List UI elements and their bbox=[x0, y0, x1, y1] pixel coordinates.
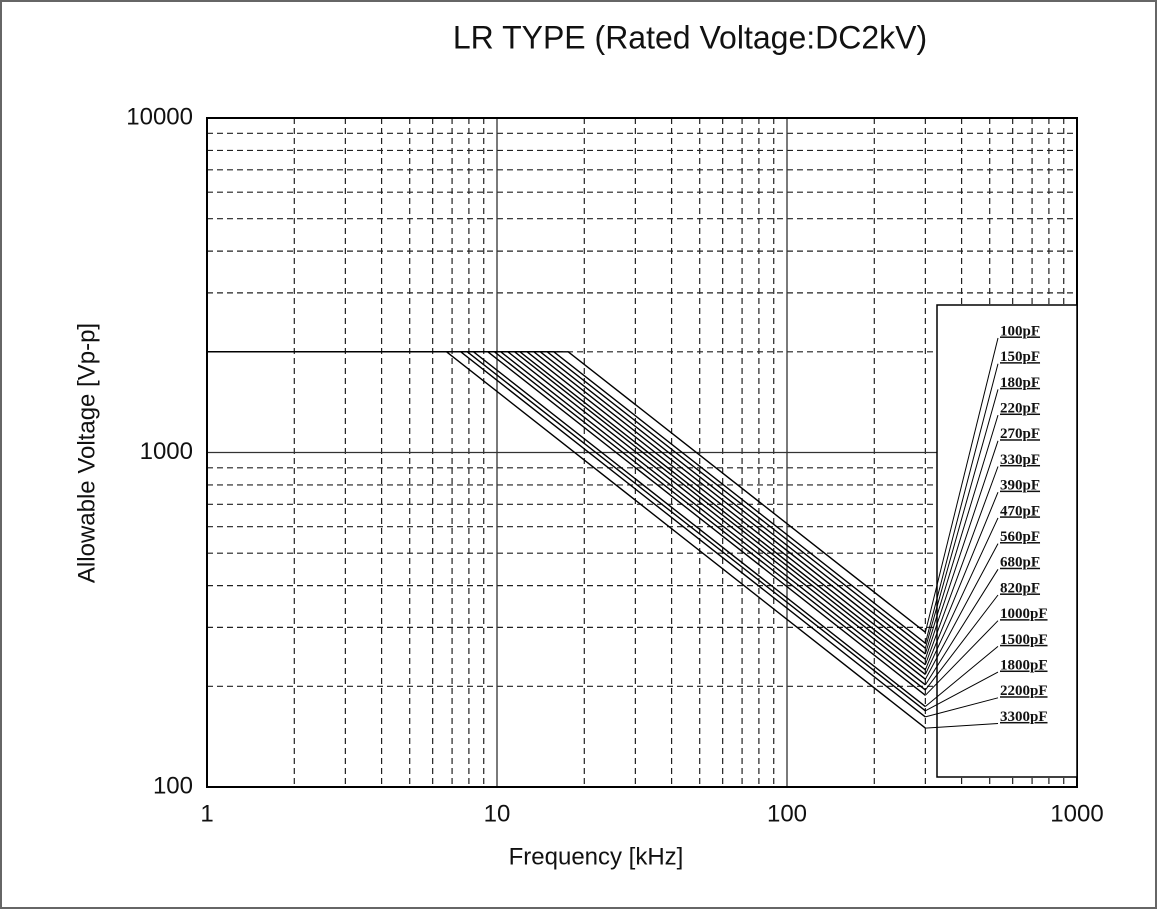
legend-label: 820pF bbox=[1000, 580, 1040, 596]
x-axis-label: Frequency [kHz] bbox=[509, 843, 684, 870]
legend-leader bbox=[924, 414, 999, 655]
legend-leader bbox=[924, 466, 999, 665]
legend-leader bbox=[924, 569, 999, 686]
y-tick-label: 100 bbox=[153, 772, 193, 799]
legend-label: 2200pF bbox=[1000, 683, 1048, 699]
legend-leader bbox=[925, 671, 999, 712]
legend-leader bbox=[924, 363, 999, 644]
legend-label: 1000pF bbox=[1000, 606, 1048, 622]
legend-leader bbox=[924, 337, 999, 633]
legend-label: 180pF bbox=[1000, 375, 1040, 391]
legend-label: 1500pF bbox=[1000, 632, 1048, 648]
legend-label: 330pF bbox=[1000, 452, 1040, 468]
legend-label: 220pF bbox=[1000, 401, 1040, 417]
legend-leader bbox=[924, 517, 999, 675]
x-tick-label: 10 bbox=[484, 800, 511, 827]
legend-box bbox=[936, 304, 1078, 778]
chart-title: LR TYPE (Rated Voltage:DC2kV) bbox=[453, 19, 927, 55]
x-tick-label: 100 bbox=[767, 800, 807, 827]
legend-leader bbox=[925, 697, 999, 718]
legend-label: 150pF bbox=[1000, 349, 1040, 365]
y-tick-label: 10000 bbox=[126, 103, 193, 130]
legend-label: 270pF bbox=[1000, 426, 1040, 442]
legend-leader bbox=[925, 646, 999, 707]
legend-label: 470pF bbox=[1000, 503, 1040, 519]
legend-leader bbox=[924, 440, 999, 660]
y-tick-label: 1000 bbox=[140, 438, 193, 465]
legend-leader bbox=[924, 594, 999, 691]
legend-label: 100pF bbox=[1000, 323, 1040, 339]
legend-label: 3300pF bbox=[1000, 709, 1048, 725]
series-line bbox=[207, 351, 926, 729]
legend-leader bbox=[925, 723, 999, 729]
x-tick-label: 1 bbox=[200, 800, 213, 827]
y-axis-label: Allowable Voltage [Vp-p] bbox=[73, 323, 100, 583]
x-tick-label: 1000 bbox=[1050, 800, 1103, 827]
legend-leader bbox=[925, 620, 999, 696]
legend-leader bbox=[924, 492, 999, 671]
legend-label: 560pF bbox=[1000, 529, 1040, 545]
legend-label: 680pF bbox=[1000, 555, 1040, 571]
legend-label: 1800pF bbox=[1000, 658, 1048, 674]
legend-label: 390pF bbox=[1000, 478, 1040, 494]
legend-leader bbox=[924, 389, 999, 649]
legend-leader bbox=[924, 543, 999, 680]
